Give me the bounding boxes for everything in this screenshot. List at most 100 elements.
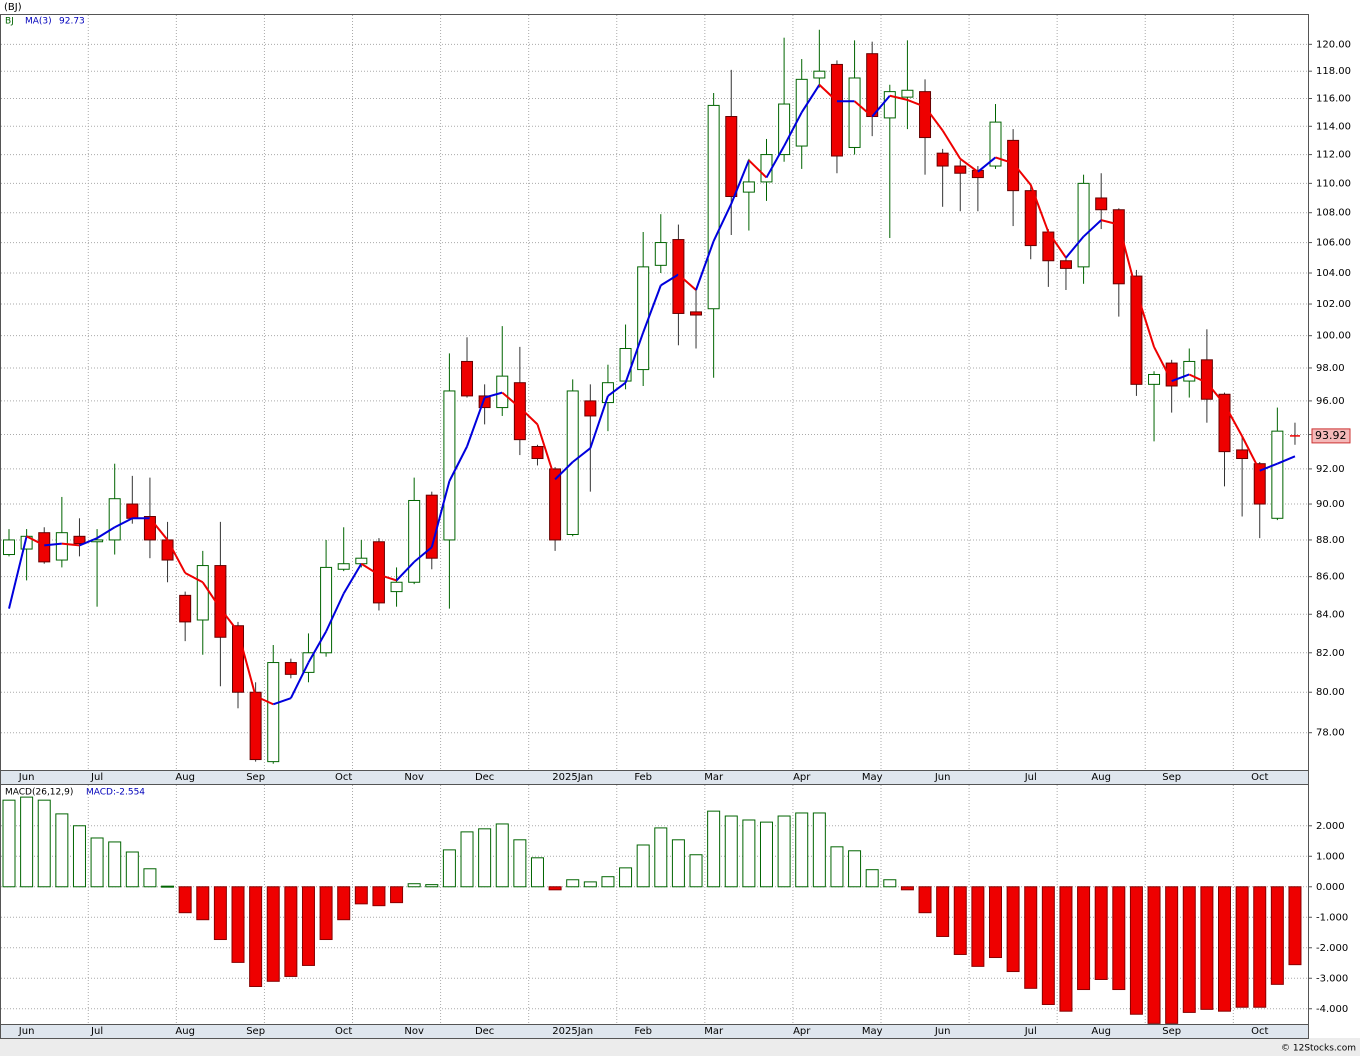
candle-body	[38, 532, 51, 563]
ma-line-segment	[730, 159, 750, 205]
macd-bar	[1288, 886, 1302, 966]
macd-bar	[900, 886, 914, 891]
ma-line-segment	[889, 94, 908, 101]
macd-bar	[213, 886, 227, 941]
ma-line-segment	[114, 517, 133, 529]
ma-line-segment	[219, 607, 239, 633]
x-tick-label: Dec	[475, 1026, 494, 1037]
ma-line-segment	[201, 581, 222, 610]
candle-body	[161, 539, 174, 561]
candle-body	[126, 503, 139, 519]
y-tick-label: 106.00	[1316, 238, 1351, 249]
ma-line-segment	[554, 461, 574, 481]
y-tick-label: 112.00	[1316, 150, 1351, 161]
ma-line-segment	[8, 536, 28, 609]
ma-line-segment	[1100, 219, 1120, 226]
ma-line-segment	[342, 563, 363, 594]
y-tick-label: -1.000	[1316, 912, 1348, 923]
y-tick-label: 2.000	[1316, 821, 1345, 832]
macd-bar	[1253, 886, 1267, 1008]
last-price-tag	[1311, 428, 1351, 444]
ma-line-segment	[853, 100, 873, 118]
candle-body	[478, 395, 491, 409]
candle-body	[1183, 360, 1196, 382]
x-tick-label: Jul	[90, 1026, 103, 1037]
y-tick-label: 104.00	[1316, 268, 1351, 279]
macd-bar	[1024, 886, 1038, 989]
candle-body	[249, 691, 262, 761]
candle-body	[73, 535, 86, 545]
candle-body	[55, 532, 68, 561]
y-tick-label: 90.00	[1316, 499, 1345, 510]
ma-line-segment	[765, 145, 785, 179]
ma-line-segment	[307, 630, 327, 664]
candle-body	[390, 581, 403, 593]
x-tick-label: May	[862, 772, 883, 783]
y-tick-label: 86.00	[1316, 572, 1345, 583]
x-tick-label: Jul	[1024, 772, 1037, 783]
candle-body	[531, 445, 544, 460]
macd-bar	[108, 841, 122, 888]
ma-line-segment	[1117, 224, 1138, 292]
x-tick-label: Dec	[475, 772, 494, 783]
macd-bar	[1129, 886, 1143, 1015]
price-month-strip	[0, 770, 1309, 785]
candle-body	[1112, 209, 1125, 285]
y-tick-label: 108.00	[1316, 208, 1351, 219]
candle-body	[320, 566, 333, 654]
macd-bar	[161, 885, 175, 888]
ma-line-segment	[818, 84, 838, 102]
macd-bar	[2, 799, 16, 888]
candle-body	[1024, 190, 1037, 247]
macd-bar	[812, 812, 826, 888]
ma-line-segment	[466, 397, 486, 447]
legend-ma-value: 92.73	[59, 17, 85, 27]
legend-macd-value: MACD:-2.554	[86, 788, 145, 798]
candle-body	[143, 516, 156, 541]
x-tick-label: Sep	[1162, 772, 1181, 783]
ma-line-segment	[607, 381, 627, 397]
macd-bar	[724, 815, 738, 888]
y-tick-label: 110.00	[1316, 178, 1351, 189]
ma-line-segment	[325, 593, 345, 632]
macd-bar	[1200, 886, 1214, 1010]
macd-bar	[178, 886, 192, 914]
macd-bar	[671, 839, 685, 888]
macd-bar	[953, 886, 967, 955]
candle-body	[707, 104, 720, 310]
ma-line-segment	[1065, 235, 1085, 259]
ma-line-segment	[1206, 382, 1226, 405]
ma-line-segment	[800, 84, 821, 113]
candle-body	[267, 662, 280, 763]
macd-bar	[143, 868, 157, 888]
y-tick-label: 102.00	[1316, 299, 1351, 310]
y-tick-label: -2.000	[1316, 943, 1348, 954]
macd-bar	[1077, 886, 1091, 991]
macd-bar	[1182, 886, 1196, 1013]
y-tick-label: 78.00	[1316, 728, 1345, 739]
macd-bar	[425, 884, 439, 888]
ma-line-segment	[378, 573, 397, 582]
macd-bar	[548, 886, 562, 891]
ma-line-segment	[255, 695, 274, 706]
legend-symbol: BJ	[5, 17, 14, 27]
macd-bar	[407, 883, 421, 888]
x-tick-label: Jun	[934, 1026, 951, 1037]
x-tick-label: Aug	[175, 1026, 195, 1037]
candle-body	[989, 121, 1002, 167]
y-tick-label: 0.000	[1316, 882, 1345, 893]
x-tick-label: Apr	[793, 772, 811, 783]
candle-body	[1095, 197, 1108, 211]
y-tick-label: 98.00	[1316, 363, 1345, 374]
macd-bar	[1235, 886, 1249, 1008]
last-price-label: 93.92	[1315, 429, 1347, 442]
candle-body	[461, 360, 474, 397]
candle-body	[232, 625, 245, 693]
ma-line-segment	[959, 158, 979, 173]
candle-body	[1007, 139, 1020, 192]
ma-line-segment	[149, 517, 169, 541]
candle-body	[637, 266, 650, 371]
candle-body	[936, 152, 949, 167]
candle-body	[848, 77, 861, 148]
macd-bar	[988, 886, 1002, 959]
